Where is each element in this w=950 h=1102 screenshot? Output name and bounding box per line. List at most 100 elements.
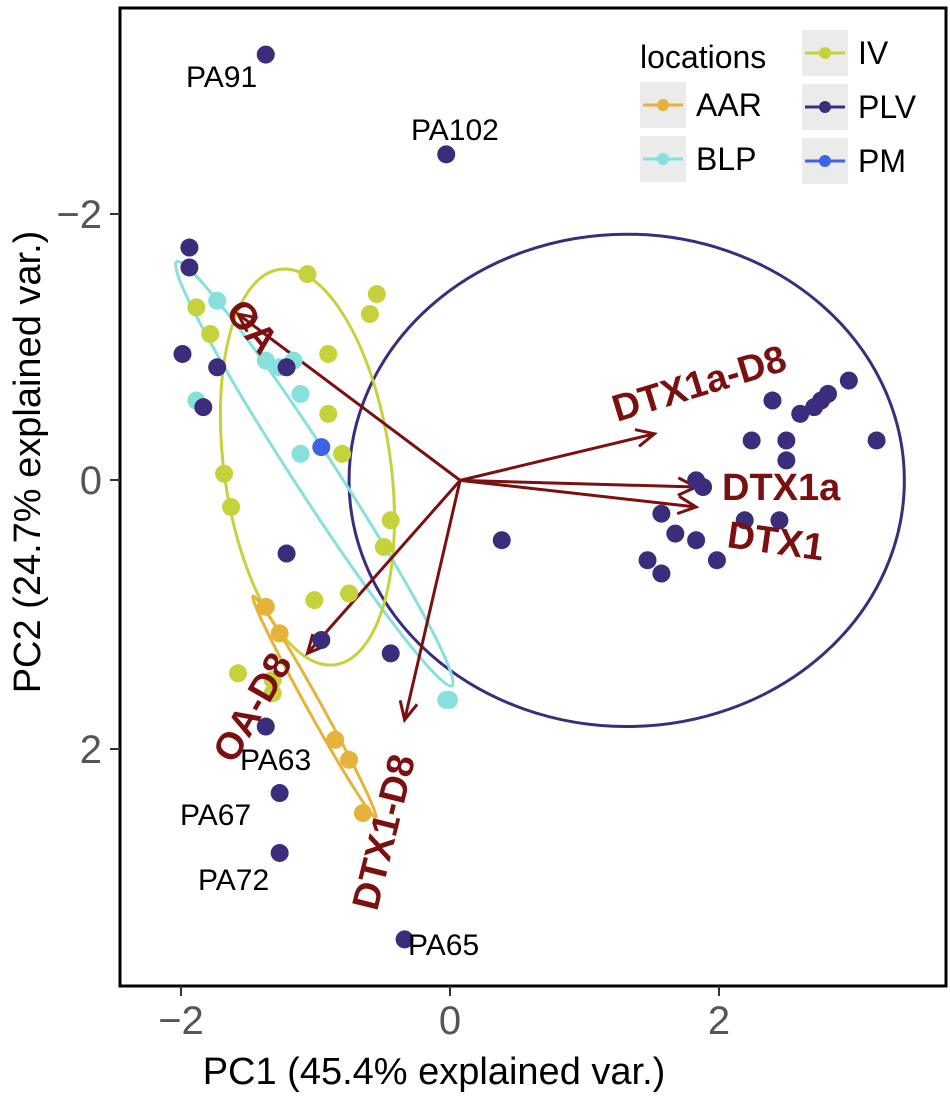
legend-marker [819, 155, 831, 167]
ellipse-layer [174, 232, 906, 819]
loading-arrow [403, 480, 462, 721]
x-tick-label: −2 [158, 999, 204, 1043]
data-point-plv [256, 45, 275, 64]
point-label: PA65 [408, 929, 479, 962]
x-tick-label: 2 [708, 999, 730, 1043]
data-point-plv [735, 511, 754, 530]
data-point-iv [319, 344, 338, 363]
data-point-iv [319, 404, 338, 423]
loading-arrow [460, 478, 697, 489]
data-point-blp [437, 690, 456, 709]
x-tick-label: 0 [439, 999, 461, 1043]
data-point-plv [492, 531, 511, 550]
legend-marker [657, 99, 669, 111]
legend-label: IV [858, 35, 889, 71]
data-point-aar [326, 730, 345, 749]
point-label: PA72 [198, 864, 269, 897]
data-point-pm [312, 438, 331, 457]
data-point-plv [666, 524, 685, 543]
data-point-plv [194, 398, 213, 417]
data-point-plv [791, 404, 810, 423]
data-point-plv [867, 431, 886, 450]
data-point-iv [305, 591, 324, 610]
data-point-plv [173, 344, 192, 363]
loading-arrowhead [398, 700, 419, 724]
y-tick-label: 2 [80, 728, 102, 772]
y-axis-title: PC2 (24.7% explained var.) [7, 231, 49, 694]
loading-arrow [459, 478, 697, 509]
data-point-plv [638, 551, 657, 570]
data-point-plv [381, 644, 400, 663]
data-point-plv [270, 843, 289, 862]
data-point-plv [777, 431, 796, 450]
data-point-iv [263, 684, 282, 703]
data-point-plv [180, 238, 199, 257]
data-point-iv [263, 670, 282, 689]
plot-panel-border [118, 6, 948, 988]
data-point-iv [298, 265, 317, 284]
legend-label: AAR [696, 87, 762, 123]
data-point-plv [277, 544, 296, 563]
loading-arrowhead [676, 495, 700, 516]
data-point-plv [694, 478, 713, 497]
data-point-plv [395, 930, 414, 949]
legend-label: BLP [696, 141, 756, 177]
ellipse-plv [347, 232, 906, 729]
data-point-iv [360, 305, 379, 324]
point-label: PA63 [240, 744, 311, 777]
legend-label: PM [858, 143, 906, 179]
x-axis-title: PC1 (45.4% explained var.) [203, 1051, 666, 1093]
loading-arrow [459, 432, 655, 482]
loading-arrowhead [634, 428, 658, 448]
data-point-iv [222, 497, 241, 516]
point-label: PA67 [180, 799, 251, 832]
point-layer [173, 45, 886, 949]
data-point-blp [291, 384, 310, 403]
data-point-plv [707, 551, 726, 570]
point-label-layer: PA91 PA102 PA63 PA67 PA72 PA65 [180, 61, 499, 962]
data-point-plv [312, 631, 331, 650]
data-point-plv [770, 511, 789, 530]
y-tick-label: −2 [56, 193, 102, 237]
legend: locations AAR BLP IV PLV PM [640, 30, 917, 184]
data-point-aar [270, 624, 289, 643]
data-point-plv [270, 784, 289, 803]
y-axis: −2 0 2 PC2 (24.7% explained var.) [7, 193, 120, 772]
data-point-iv [367, 285, 386, 304]
data-point-plv [687, 531, 706, 550]
ellipse-blp [174, 259, 455, 688]
point-label: PA91 [186, 61, 257, 94]
data-point-plv [742, 431, 761, 450]
loading-label: DTX1a [722, 467, 841, 509]
data-point-blp [291, 444, 310, 463]
loading-arrow [306, 479, 462, 655]
y-tick-label: 0 [80, 459, 102, 503]
data-point-plv [652, 564, 671, 583]
data-point-iv [201, 325, 220, 343]
legend-marker [819, 101, 831, 113]
data-point-plv [277, 358, 296, 377]
data-point-blp [256, 351, 275, 370]
legend-marker [657, 153, 669, 165]
loading-arrow [237, 312, 462, 482]
data-point-plv [652, 504, 671, 523]
data-point-aar [340, 750, 359, 769]
x-axis: −2 0 2 PC1 (45.4% explained var.) [158, 986, 730, 1093]
data-point-iv [340, 584, 359, 603]
legend-label: PLV [858, 89, 917, 125]
loading-arrowhead [235, 311, 258, 333]
data-point-iv [374, 537, 393, 556]
data-point-iv [229, 664, 247, 683]
data-point-iv [187, 298, 206, 317]
data-point-iv [381, 511, 400, 530]
legend-marker [819, 47, 831, 59]
point-label: PA102 [411, 114, 499, 147]
ellipse-aar [251, 594, 378, 819]
data-point-aar [256, 597, 275, 616]
data-point-iv [215, 464, 234, 483]
data-point-plv [180, 258, 199, 277]
legend-title: locations [640, 39, 766, 75]
data-point-plv [763, 391, 782, 410]
